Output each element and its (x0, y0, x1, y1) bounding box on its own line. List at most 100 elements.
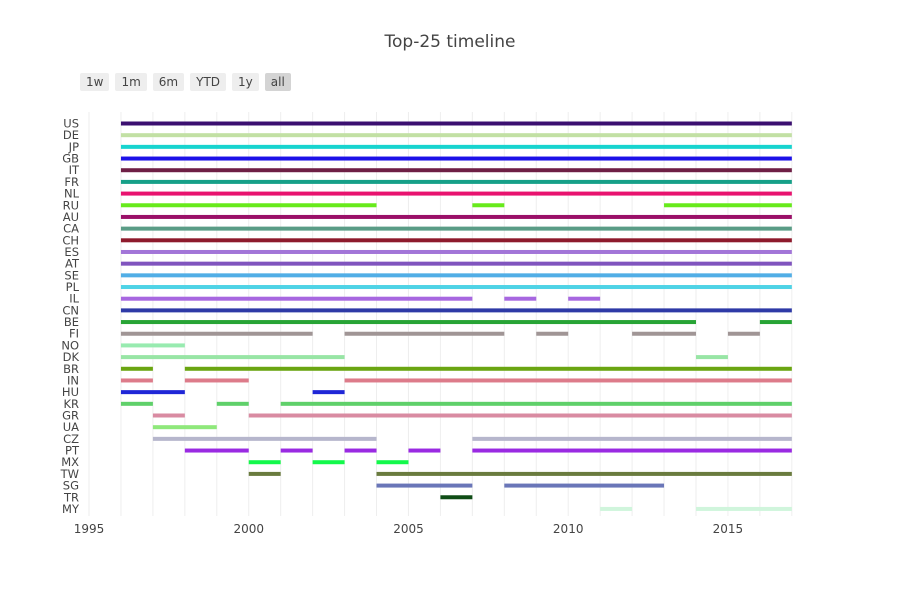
row-label: HU (62, 385, 79, 399)
row-label: AU (63, 210, 79, 224)
timeline-segment-gr (152, 413, 185, 418)
row-label: ES (64, 245, 79, 259)
timeline-segment-cz (472, 436, 792, 441)
row-label: DK (63, 350, 80, 364)
timeline-segment-in (120, 378, 153, 383)
row-label: PT (65, 444, 80, 458)
timeline-segment-fr (120, 179, 792, 184)
timeline-segment-br (120, 366, 153, 371)
timeline-segment-kr (120, 401, 153, 406)
timeline-segment-mx (248, 460, 281, 465)
row-label: MY (62, 502, 80, 516)
timeline-segment-sg (376, 483, 473, 488)
timeline-segment-kr (216, 401, 249, 406)
x-tick-label: 1995 (74, 522, 105, 536)
timeline-segment-es (120, 249, 792, 254)
timeline-segment-no (120, 343, 185, 348)
row-label: RU (63, 198, 79, 212)
row-label: JP (68, 140, 79, 154)
range-button-ytd[interactable]: YTD (190, 73, 227, 91)
x-tick-label: 2000 (233, 522, 264, 536)
row-label: CN (62, 303, 79, 317)
row-label: IN (67, 373, 79, 387)
timeline-segment-se (120, 273, 792, 278)
timeline-segment-tw (376, 471, 792, 476)
timeline-segment-my (600, 506, 633, 511)
timeline-segment-pt (184, 448, 249, 453)
timeline-segment-hu (312, 390, 345, 395)
range-button-1w[interactable]: 1w (80, 73, 110, 91)
row-label: AT (65, 257, 80, 271)
x-tick-label: 2010 (553, 522, 584, 536)
row-label: KR (63, 397, 79, 411)
row-label: IT (69, 163, 80, 177)
timeline-segment-dk (120, 355, 345, 360)
timeline-segment-hu (120, 390, 185, 395)
row-label: DE (63, 128, 79, 142)
row-label: FR (64, 175, 79, 189)
timeline-segment-kr (280, 401, 792, 406)
timeline-segment-tw (248, 471, 281, 476)
timeline-segment-il (504, 296, 537, 301)
timeline-segment-dk (695, 355, 728, 360)
timeline-segment-sg (504, 483, 665, 488)
timeline-segment-pt (344, 448, 377, 453)
timeline-segment-in (344, 378, 792, 383)
timeline-segment-pt (280, 448, 313, 453)
timeline-segment-ca (120, 226, 792, 231)
timeline-segment-ru (472, 203, 505, 208)
timeline-segment-ua (152, 425, 217, 430)
timeline-segment-it (120, 168, 792, 173)
row-label: US (63, 117, 79, 131)
timeline-segment-fi (727, 331, 760, 336)
timeline-segment-br (184, 366, 792, 371)
timeline-segment-fi (120, 331, 313, 336)
timeline-segment-il (120, 296, 473, 301)
x-tick-label: 2005 (393, 522, 424, 536)
timeline-segment-my (695, 506, 792, 511)
timeline-segment-gb (120, 156, 792, 161)
timeline-segment-cn (120, 308, 792, 313)
row-label: CZ (63, 432, 79, 446)
timeline-segment-in (184, 378, 249, 383)
timeline-segment-fi (632, 331, 696, 336)
row-label: CA (63, 222, 79, 236)
row-label: BR (63, 362, 79, 376)
range-button-1y[interactable]: 1y (232, 73, 259, 91)
timeline-segment-us (120, 121, 792, 126)
timeline-segment-gr (248, 413, 792, 418)
timeline-segment-nl (120, 191, 792, 196)
row-label: NL (64, 187, 80, 201)
timeline-segment-ru (664, 203, 792, 208)
timeline-segment-be (120, 320, 696, 325)
timeline-segment-fi (344, 331, 505, 336)
row-label: NO (61, 338, 79, 352)
row-label: BE (64, 315, 79, 329)
range-button-6m[interactable]: 6m (152, 73, 185, 91)
row-label: TW (60, 467, 79, 481)
timeline-segment-jp (120, 144, 792, 149)
chart-title: Top-25 timeline (384, 32, 516, 52)
row-label: GB (62, 152, 79, 166)
row-label: MX (61, 455, 79, 469)
timeline-segment-ru (120, 203, 377, 208)
row-label: IL (69, 292, 79, 306)
timeline-segment-au (120, 214, 792, 219)
row-label: UA (63, 420, 79, 434)
row-label: SG (63, 479, 79, 493)
row-label: SE (64, 268, 79, 282)
timeline-segment-pl (120, 285, 792, 290)
row-label: PL (66, 280, 80, 294)
row-label: GR (62, 409, 79, 423)
timeline-segment-be (759, 320, 792, 325)
range-button-1m[interactable]: 1m (115, 73, 147, 91)
timeline-segment-mx (312, 460, 345, 465)
timeline-segment-ch (120, 238, 792, 243)
row-label: FI (69, 327, 79, 341)
range-selector: 1w 1m 6m YTD 1y all (80, 73, 291, 91)
timeline-segment-pt (472, 448, 792, 453)
x-tick-label: 2015 (713, 522, 744, 536)
timeline-segment-il (568, 296, 601, 301)
range-button-all[interactable]: all (264, 73, 291, 91)
